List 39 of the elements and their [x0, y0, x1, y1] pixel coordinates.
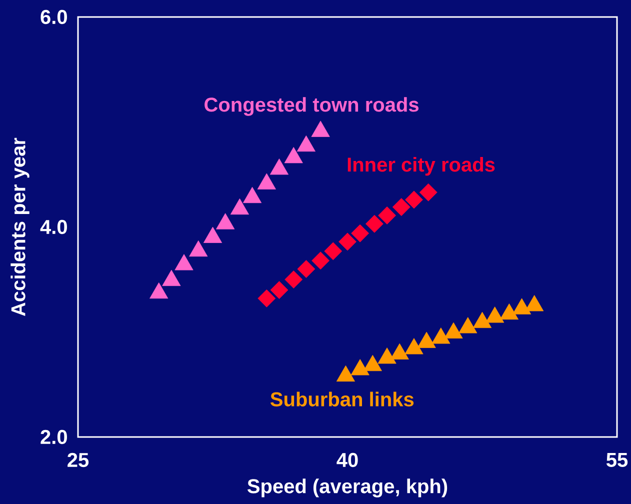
point — [284, 147, 303, 164]
point — [390, 343, 409, 360]
y-tick-label: 2.0 — [40, 430, 67, 444]
series-label: Suburban links — [270, 392, 414, 406]
point — [189, 240, 208, 257]
x-tick-label: 25 — [68, 452, 89, 468]
point — [363, 354, 382, 372]
point — [350, 359, 370, 376]
series-label: Congested town roads — [204, 97, 418, 116]
series-label: Inner city roads — [348, 157, 495, 176]
point — [444, 322, 463, 338]
point — [432, 328, 450, 344]
point — [242, 186, 262, 204]
point — [472, 312, 492, 328]
point — [296, 135, 316, 152]
x-tick-label: 40 — [336, 452, 358, 468]
point — [257, 173, 276, 190]
point — [378, 348, 396, 364]
y-tick-label: 6.0 — [40, 10, 67, 24]
point — [174, 254, 194, 270]
point — [486, 306, 504, 323]
x-axis-title: Speed (average, kph) — [247, 478, 448, 498]
point — [150, 282, 168, 299]
point — [216, 213, 235, 230]
point — [230, 198, 249, 215]
y-axis-title: Accidents per year — [10, 138, 30, 316]
point — [270, 158, 289, 175]
point — [336, 365, 355, 382]
y-tick-label: 4.0 — [40, 220, 67, 234]
x-tick-label: 55 — [606, 453, 628, 467]
point — [417, 332, 436, 348]
point — [404, 338, 424, 354]
point — [162, 270, 181, 286]
point — [525, 295, 544, 312]
point — [203, 226, 222, 243]
point — [500, 303, 518, 320]
point — [458, 317, 478, 334]
point — [311, 120, 330, 137]
point — [512, 298, 532, 314]
